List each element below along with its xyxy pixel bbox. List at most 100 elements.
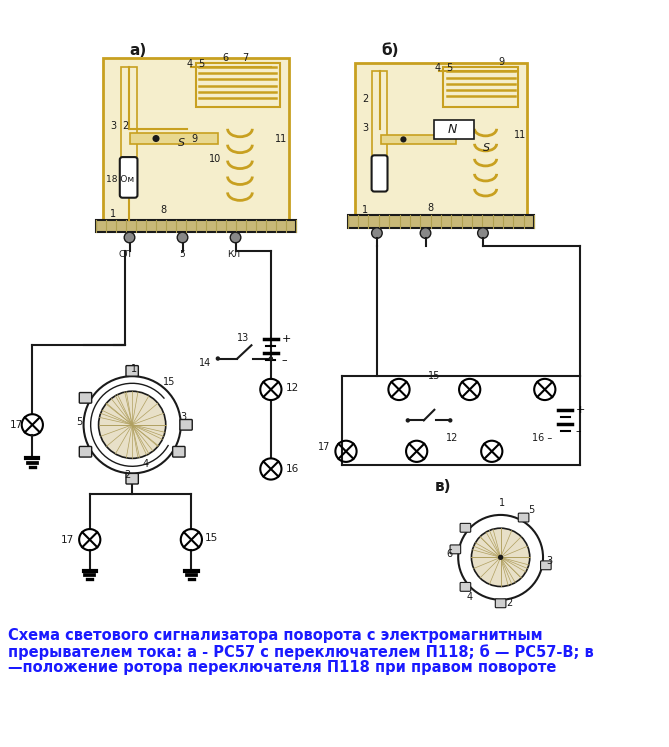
Circle shape [124, 232, 135, 243]
Text: 6: 6 [222, 53, 228, 63]
Bar [103, 58, 288, 222]
Circle shape [478, 228, 488, 238]
Text: 10: 10 [209, 155, 221, 164]
Text: 16: 16 [286, 464, 299, 474]
Text: 6: 6 [446, 549, 452, 560]
Text: КЛ: КЛ [227, 250, 240, 259]
Bar [130, 133, 218, 144]
Circle shape [215, 356, 220, 361]
Circle shape [400, 136, 407, 143]
FancyBboxPatch shape [460, 524, 471, 532]
Text: 3: 3 [181, 412, 187, 422]
Text: 15: 15 [205, 533, 218, 543]
Text: –: – [282, 356, 287, 365]
Text: Схема светового сигнализатора поворота с электромагнитным: Схема светового сигнализатора поворота с… [9, 628, 543, 643]
Text: 9: 9 [191, 134, 197, 144]
FancyBboxPatch shape [541, 561, 551, 570]
Bar [373, 72, 387, 186]
Circle shape [371, 228, 382, 238]
Text: б): б) [381, 43, 399, 58]
Text: 8: 8 [427, 203, 434, 213]
Circle shape [98, 391, 166, 459]
FancyBboxPatch shape [180, 420, 192, 430]
FancyBboxPatch shape [173, 447, 185, 457]
Bar [355, 63, 527, 217]
Circle shape [269, 356, 273, 361]
Text: 2: 2 [124, 470, 131, 480]
Bar [443, 67, 518, 107]
Text: 14: 14 [199, 358, 211, 368]
Text: 4: 4 [466, 592, 473, 602]
Circle shape [472, 528, 530, 586]
FancyBboxPatch shape [120, 157, 137, 198]
Text: СЛ: СЛ [118, 250, 132, 259]
Text: S: S [178, 138, 185, 149]
FancyBboxPatch shape [80, 393, 92, 403]
Text: в): в) [434, 479, 451, 494]
Text: 12: 12 [286, 382, 299, 393]
Text: 15: 15 [163, 377, 175, 387]
Text: 3: 3 [362, 123, 368, 134]
Bar [96, 220, 296, 232]
Text: 5: 5 [76, 417, 82, 427]
Circle shape [230, 232, 241, 243]
Bar [348, 215, 534, 228]
Text: 12: 12 [446, 433, 458, 443]
Text: 5: 5 [529, 505, 535, 515]
Text: 1: 1 [499, 498, 506, 508]
Text: 17: 17 [61, 535, 74, 545]
Text: 16 –: 16 – [532, 433, 552, 443]
Text: 2: 2 [506, 598, 512, 608]
FancyBboxPatch shape [518, 513, 529, 522]
FancyBboxPatch shape [126, 365, 138, 376]
Circle shape [448, 418, 452, 423]
FancyBboxPatch shape [80, 447, 92, 457]
FancyBboxPatch shape [450, 545, 461, 554]
Text: S: S [483, 143, 490, 153]
Text: 17: 17 [10, 420, 23, 430]
Text: 4: 4 [187, 59, 193, 69]
Text: 2: 2 [362, 94, 368, 105]
Text: 11: 11 [276, 134, 288, 144]
FancyBboxPatch shape [495, 599, 506, 608]
Circle shape [458, 515, 543, 600]
Text: 3: 3 [110, 121, 116, 131]
Text: —положение ротора переключателя П118 при правом повороте: —положение ротора переключателя П118 при… [9, 660, 557, 675]
Circle shape [420, 228, 431, 238]
FancyBboxPatch shape [126, 474, 138, 484]
Text: +: + [282, 334, 291, 344]
Text: 18 Ом: 18 Ом [106, 175, 134, 184]
Bar [434, 120, 474, 140]
Text: прерывателем тока: а - РС57 с переключателем П118; б — РС57-В; в: прерывателем тока: а - РС57 с переключат… [9, 644, 594, 660]
Text: 13: 13 [236, 333, 249, 343]
Text: 4: 4 [434, 63, 440, 73]
Text: а): а) [130, 43, 147, 58]
Circle shape [498, 555, 503, 560]
Bar [381, 135, 456, 144]
Text: 9: 9 [498, 58, 504, 67]
Bar [120, 67, 136, 190]
Text: +: + [576, 405, 585, 415]
Text: 4: 4 [142, 459, 149, 469]
Text: 5: 5 [199, 59, 205, 69]
Text: 7: 7 [243, 53, 249, 63]
Text: 8: 8 [161, 205, 167, 214]
Text: 2: 2 [122, 121, 128, 131]
Text: 1: 1 [110, 209, 116, 219]
Text: 5: 5 [446, 63, 452, 73]
Text: 1: 1 [131, 364, 137, 374]
FancyBboxPatch shape [371, 155, 387, 191]
Circle shape [405, 418, 410, 423]
Circle shape [177, 232, 188, 243]
Text: –: – [576, 426, 581, 436]
Circle shape [84, 376, 181, 474]
Circle shape [153, 135, 159, 142]
Text: 15: 15 [428, 371, 440, 381]
Text: 5: 5 [180, 250, 185, 259]
Text: 11: 11 [514, 130, 526, 140]
FancyBboxPatch shape [460, 583, 471, 592]
Text: 1: 1 [362, 205, 368, 214]
Bar [196, 63, 280, 107]
Text: 3: 3 [546, 557, 553, 566]
Text: N: N [448, 123, 457, 136]
